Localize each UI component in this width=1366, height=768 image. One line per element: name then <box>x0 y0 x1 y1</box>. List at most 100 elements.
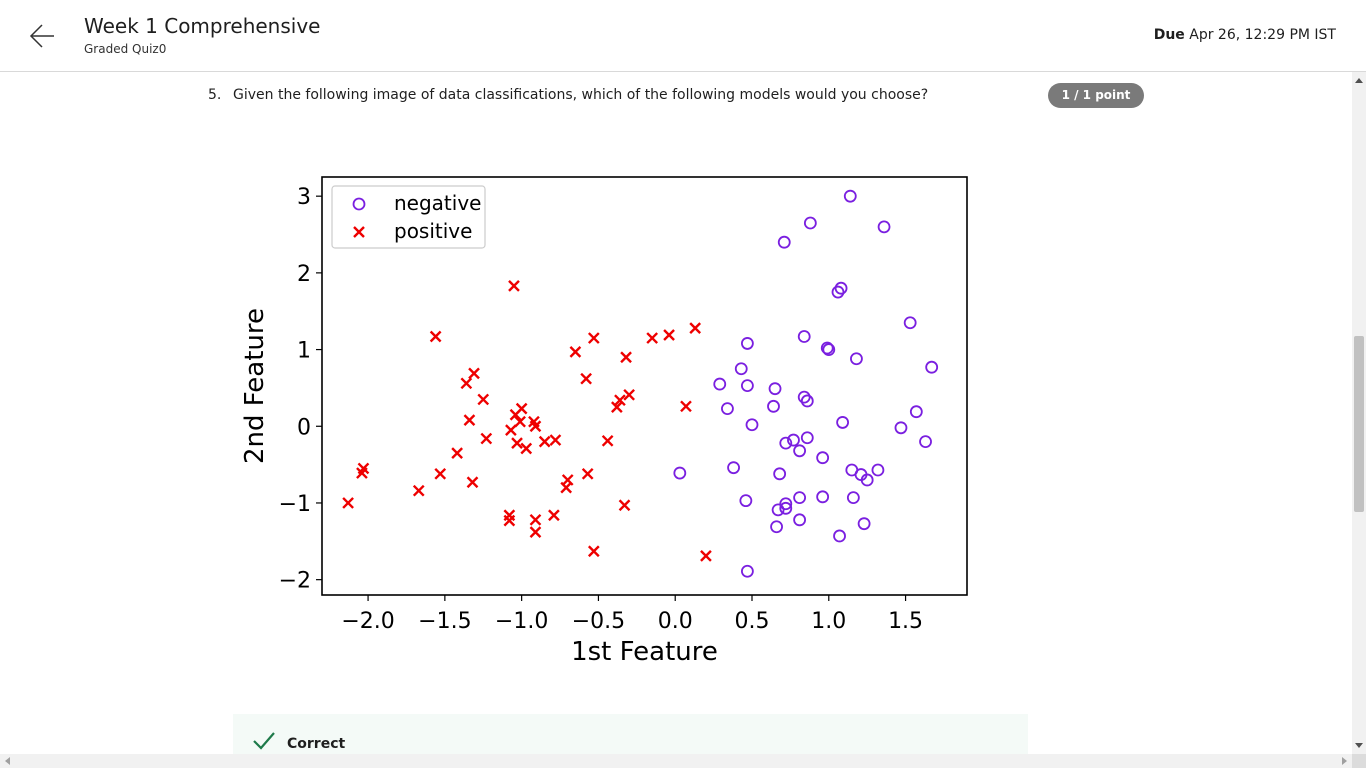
y-tick-label: 1 <box>297 339 311 364</box>
data-point-negative <box>860 473 874 487</box>
data-point-negative <box>673 466 687 480</box>
data-point-positive <box>468 367 480 380</box>
data-point-positive <box>538 435 551 448</box>
data-point-negative <box>740 379 754 393</box>
data-point-negative <box>797 330 811 343</box>
data-point-positive <box>460 377 473 390</box>
data-point-negative <box>850 352 863 366</box>
data-point-negative <box>779 497 793 511</box>
data-point-positive <box>689 322 702 334</box>
back-button[interactable] <box>26 20 58 52</box>
due-value: Apr 26, 12:29 PM IST <box>1189 27 1336 43</box>
page-title: Week 1 Comprehensive <box>84 14 321 38</box>
data-point-negative <box>833 529 846 543</box>
data-point-positive <box>611 401 623 413</box>
x-tick-label: −0.5 <box>572 609 625 634</box>
legend-marker-positive <box>353 226 365 238</box>
data-point-positive <box>434 467 447 480</box>
data-point-negative <box>734 362 748 376</box>
data-point-positive <box>560 481 573 494</box>
scrollbar-thumb[interactable] <box>1354 336 1364 512</box>
due-label: Due <box>1153 27 1185 43</box>
x-tick-label: 0.0 <box>658 609 693 634</box>
arrow-left-icon <box>29 24 54 48</box>
data-point-positive <box>529 513 542 526</box>
data-point-negative <box>843 189 857 203</box>
data-point-negative <box>820 341 834 355</box>
quiz-content: 5. Given the following image of data cla… <box>0 72 1352 754</box>
feedback-box: Correct <box>233 714 1028 754</box>
data-point-negative <box>797 390 811 404</box>
x-tick-label: 0.5 <box>735 609 770 634</box>
data-point-negative <box>740 337 754 350</box>
data-point-positive <box>549 434 562 446</box>
data-point-positive <box>514 415 526 428</box>
data-point-positive <box>511 437 523 449</box>
horizontal-scrollbar[interactable] <box>0 754 1352 768</box>
scrollbar-corner <box>1352 754 1366 768</box>
legend-label-negative: negative <box>394 191 481 215</box>
data-point-negative <box>768 382 782 396</box>
data-point-negative <box>713 377 727 391</box>
data-point-positive <box>342 497 354 509</box>
data-point-negative <box>857 517 871 531</box>
data-point-negative <box>793 444 807 458</box>
data-point-negative <box>793 513 807 527</box>
data-point-negative <box>787 433 800 447</box>
points-badge: 1 / 1 point <box>1048 83 1144 108</box>
x-axis-label: 1st Feature <box>571 637 718 667</box>
data-point-negative <box>871 463 885 477</box>
x-tick-label: −1.5 <box>418 609 471 634</box>
data-point-positive <box>466 476 479 489</box>
data-point-positive <box>356 467 368 479</box>
data-point-negative <box>836 416 850 429</box>
data-point-positive <box>587 545 600 558</box>
data-point-negative <box>779 436 793 450</box>
data-point-negative <box>721 402 734 416</box>
vertical-scrollbar[interactable] <box>1352 72 1366 754</box>
page-header: Week 1 Comprehensive Graded Quiz0 Due Ap… <box>0 0 1366 72</box>
data-point-negative <box>903 316 917 330</box>
data-point-positive <box>620 351 632 364</box>
data-point-positive <box>529 420 542 433</box>
data-point-positive <box>548 509 560 522</box>
data-point-positive <box>480 432 493 445</box>
x-tick-label: 1.5 <box>888 609 923 634</box>
x-tick-label: −1.0 <box>495 609 548 634</box>
y-axis-label: 2nd Feature <box>240 308 270 464</box>
y-tick-label: −1 <box>279 492 311 517</box>
data-point-negative <box>727 461 740 475</box>
scroll-up-icon[interactable] <box>1355 78 1363 83</box>
data-point-positive <box>623 388 635 401</box>
data-point-negative <box>925 360 939 374</box>
data-point-positive <box>477 393 490 406</box>
data-point-positive <box>503 514 516 527</box>
data-point-positive <box>601 434 614 447</box>
data-point-negative <box>909 405 923 419</box>
data-point-negative <box>803 216 817 230</box>
data-point-negative <box>800 394 814 408</box>
scroll-down-icon[interactable] <box>1355 743 1363 748</box>
data-point-positive <box>429 330 442 343</box>
data-point-negative <box>779 501 793 515</box>
data-point-negative <box>816 490 830 504</box>
data-point-positive <box>412 484 425 497</box>
feedback-label: Correct <box>287 736 346 752</box>
data-point-positive <box>581 467 594 480</box>
question-text: Given the following image of data classi… <box>233 87 929 103</box>
data-point-negative <box>770 520 783 534</box>
y-tick-label: 2 <box>297 262 311 287</box>
data-point-negative <box>771 503 785 517</box>
data-point-negative <box>777 235 791 249</box>
x-tick-label: −2.0 <box>341 609 394 634</box>
data-point-positive <box>505 424 517 436</box>
scroll-left-icon[interactable] <box>5 757 10 765</box>
data-point-negative <box>877 220 891 234</box>
data-point-positive <box>580 372 592 385</box>
data-point-negative <box>846 491 860 504</box>
scroll-right-icon[interactable] <box>1342 757 1347 765</box>
data-point-negative <box>745 418 759 432</box>
data-point-negative <box>800 431 814 445</box>
data-point-positive <box>509 408 522 421</box>
data-point-negative <box>834 281 848 295</box>
